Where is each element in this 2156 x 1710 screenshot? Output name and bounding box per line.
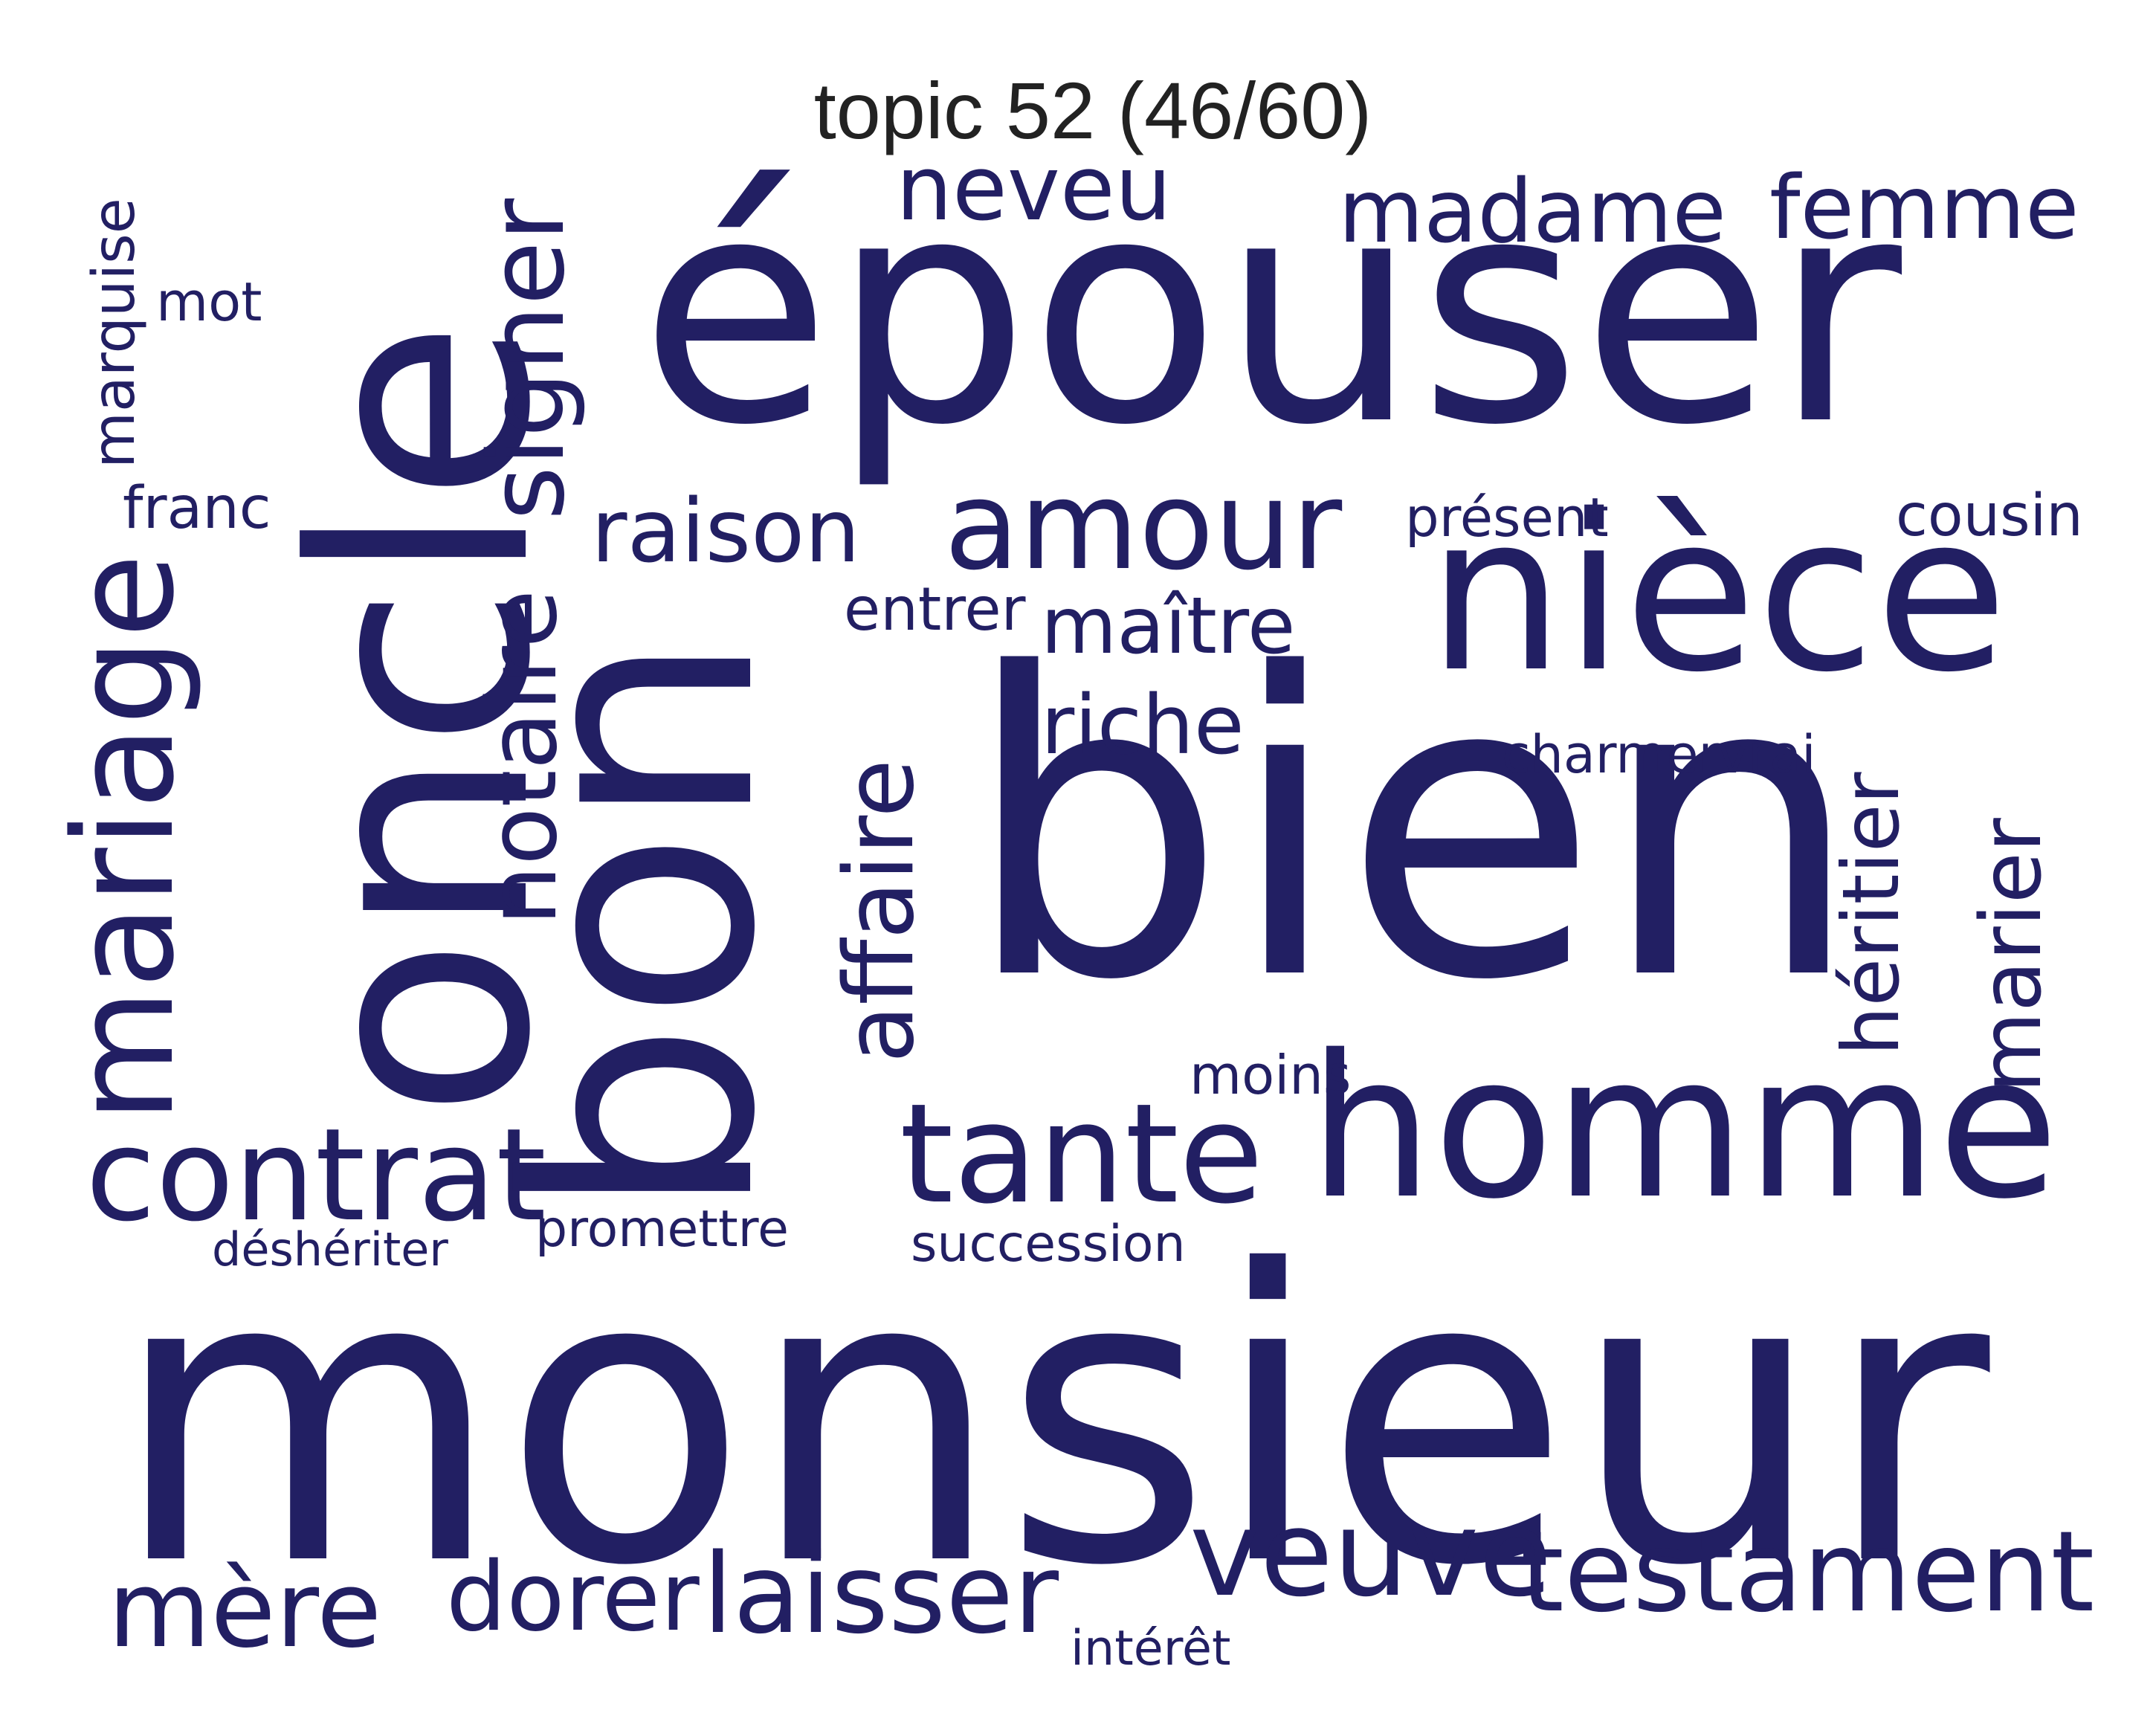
word-vrai: vrai [1717,724,1816,785]
word-laisser: laisser [703,1530,1059,1658]
word-madame: madame [1338,160,1727,262]
word-mot: mot [156,271,262,333]
word-bien: bien [963,587,1863,1071]
word-testament: testament [1520,1508,2095,1637]
word-notaire: notaire [468,589,578,926]
word-mere: mère [108,1549,382,1671]
word-present: présent [1405,486,1609,549]
word-dorer: dorer [446,1542,700,1653]
word-niece: nièce [1427,469,2008,720]
word-succession: succession [911,1215,1186,1274]
word-desheriter: déshériter [212,1222,448,1277]
word-charmer: charmer [1502,724,1720,785]
word-epouser: épouser [639,130,1902,494]
word-maitre: maître [1041,581,1296,671]
word-riche: riche [1041,677,1245,772]
word-contrat: contrat [85,1100,546,1250]
word-femme: femme [1769,156,2079,259]
word-signer: signer [467,198,588,520]
word-homme: homme [1308,1013,2059,1242]
word-monsieur: monsieur [112,1187,1990,1653]
word-cousin: cousin [1896,483,2083,549]
word-entrer: entrer [844,575,1026,644]
word-affaire: affaire [824,758,935,1063]
word-heritier: héritier [1826,772,1917,1056]
word-marquise: marquise [81,198,148,468]
word-promettre: promettre [535,1200,789,1259]
word-interet: intérêt [1071,1621,1231,1677]
word-franc: franc [123,475,271,542]
word-marier: marier [1963,818,2060,1093]
word-mariage: mariage [44,553,204,1123]
word-tante: tante [900,1074,1264,1234]
page-title: topic 52 (46/60) [813,65,1372,155]
word-moins: moins [1190,1044,1352,1106]
word-veuve: veuve [1190,1484,1552,1623]
word-raison: raison [591,480,861,582]
word-amour: amour [944,454,1343,597]
word-neveu: neveu [896,138,1172,241]
